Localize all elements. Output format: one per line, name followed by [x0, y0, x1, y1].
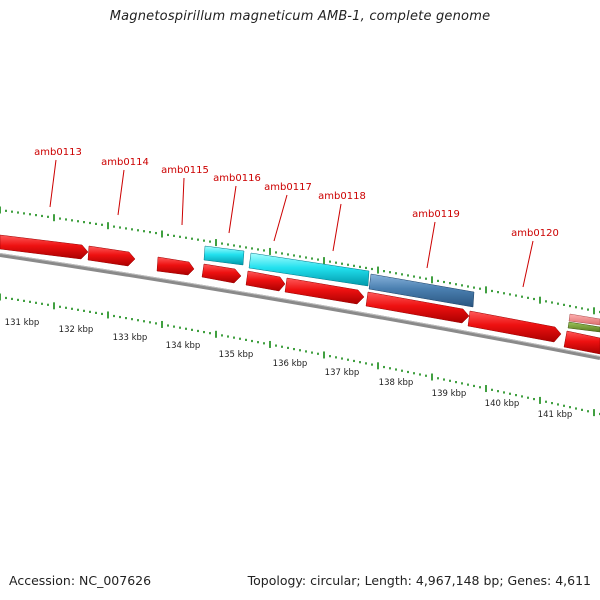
label-leader-line	[426, 221, 436, 269]
gene-amb0119[interactable]	[365, 291, 470, 324]
scale-label: 141 kbp	[538, 410, 573, 420]
scale-labels: 131 kbp 132 kbp 133 kbp 134 kbp 135 kbp 136 k…	[5, 318, 573, 420]
feature-steel-blue[interactable]	[368, 273, 475, 308]
scale-label: 137 kbp	[325, 368, 360, 378]
genome-summary: Topology: circular; Length: 4,967,148 bp…	[247, 573, 591, 588]
gene-label-amb0117[interactable]: amb0117	[264, 182, 312, 193]
gene-amb0117[interactable]	[245, 270, 286, 292]
scale-label: 135 kbp	[219, 350, 254, 360]
gene-amb0113[interactable]	[0, 234, 89, 260]
label-leader-line	[273, 194, 288, 242]
scale-label: 134 kbp	[166, 341, 201, 351]
scale-label: 131 kbp	[5, 318, 40, 328]
gene-label-amb0116[interactable]: amb0116	[213, 173, 261, 184]
accession-label: Accession: NC_007626	[9, 573, 152, 588]
scale-label: 132 kbp	[59, 325, 94, 335]
gene-label-amb0113[interactable]: amb0113	[34, 147, 82, 158]
map-title: Magnetospirillum magneticum AMB-1, compl…	[109, 9, 491, 24]
gene-amb0115[interactable]	[156, 256, 195, 276]
label-leader-line	[49, 159, 57, 208]
genome-backbone	[0, 253, 600, 360]
scale-label: 139 kbp	[432, 389, 467, 399]
label-leader-line	[117, 169, 125, 216]
genome-backbone-highlight	[0, 253, 600, 357]
feature-olive[interactable]	[567, 321, 600, 333]
gene-label-amb0118[interactable]: amb0118	[318, 191, 366, 202]
gene-amb0116[interactable]	[201, 263, 242, 284]
gene-label-amb0119[interactable]: amb0119	[412, 209, 460, 220]
upper-tick-row	[0, 206, 600, 315]
label-leader-line	[181, 177, 185, 226]
gene-label-amb0120[interactable]: amb0120	[511, 228, 559, 239]
feature-cyan-small[interactable]	[203, 245, 245, 266]
feature-cyan-long[interactable]	[248, 252, 370, 287]
scale-label: 136 kbp	[273, 359, 308, 369]
gene-label-amb0115[interactable]: amb0115	[161, 165, 209, 176]
scale-label: 140 kbp	[485, 399, 520, 409]
gene-partial-right[interactable]	[563, 330, 600, 355]
feature-pink[interactable]	[568, 313, 600, 326]
gene-amb0120[interactable]	[467, 310, 562, 343]
feature-blocks	[203, 245, 600, 333]
label-leader-line	[522, 240, 534, 288]
lower-tick-row	[0, 293, 600, 417]
scale-label: 133 kbp	[113, 333, 148, 343]
label-leader-line	[332, 203, 342, 252]
forward-strand-genes	[0, 234, 600, 355]
label-leader-line	[228, 185, 237, 234]
gene-amb0118[interactable]	[284, 277, 365, 305]
scale-label: 138 kbp	[379, 378, 414, 388]
gene-amb0114[interactable]	[87, 245, 136, 267]
gene-label-amb0114[interactable]: amb0114	[101, 157, 149, 168]
